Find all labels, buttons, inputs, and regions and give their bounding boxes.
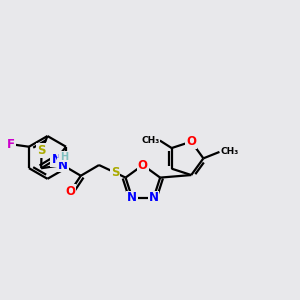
Text: H: H — [60, 152, 68, 162]
Text: N: N — [127, 191, 137, 204]
Text: S: S — [111, 166, 119, 179]
Text: N: N — [51, 153, 62, 166]
Text: N: N — [58, 158, 68, 172]
Text: O: O — [65, 185, 75, 198]
Text: S: S — [37, 144, 46, 157]
Text: O: O — [138, 158, 148, 172]
Text: F: F — [7, 138, 15, 151]
Text: CH₃: CH₃ — [141, 136, 159, 145]
Text: O: O — [186, 135, 196, 148]
Text: N: N — [148, 191, 159, 204]
Text: CH₃: CH₃ — [220, 147, 238, 156]
